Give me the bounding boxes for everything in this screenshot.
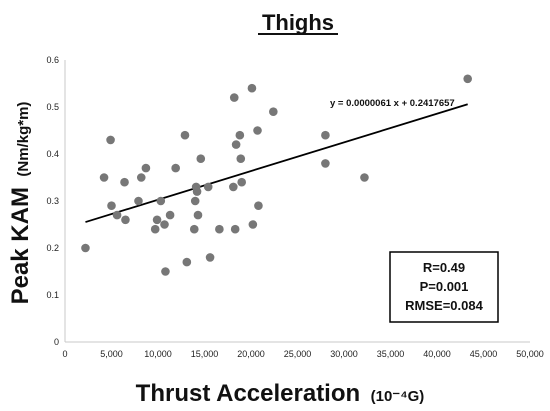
stats-box: R=0.49 P=0.001 RMSE=0.084 — [389, 251, 499, 323]
x-tick-label: 20,000 — [237, 349, 265, 359]
data-point — [247, 83, 257, 93]
data-point — [152, 215, 162, 225]
data-point — [120, 177, 129, 187]
data-point — [150, 224, 160, 234]
data-point — [360, 173, 369, 182]
data-point — [160, 220, 169, 229]
chart-title: Thighs — [262, 10, 334, 35]
data-point — [192, 187, 202, 196]
x-tick-label: 0 — [62, 349, 67, 359]
y-tick-label: 0 — [54, 337, 59, 347]
data-point — [321, 130, 330, 140]
y-axis-title: Peak KAM (Nm/kg*m) — [7, 102, 34, 305]
data-point — [182, 257, 192, 267]
x-tick-label: 45,000 — [470, 349, 498, 359]
y-tick-label: 0.6 — [46, 55, 59, 65]
data-point — [463, 74, 472, 84]
data-point — [180, 130, 190, 140]
y-axis-unit: (Nm/kg*m) — [15, 102, 32, 177]
data-point — [253, 126, 262, 135]
x-tick-labels: 0 5,000 10,000 15,000 20,000 25,000 30,000 35,0… — [62, 349, 543, 359]
data-point — [235, 130, 245, 140]
data-point — [112, 210, 122, 220]
data-point — [156, 196, 166, 206]
y-tick-label: 0.1 — [46, 290, 59, 300]
x-tick-label: 35,000 — [377, 349, 405, 359]
stat-rmse: RMSE=0.084 — [405, 298, 483, 313]
x-tick-label: 5,000 — [100, 349, 123, 359]
y-tick-labels: 0 0.1 0.2 0.3 0.4 0.5 0.6 — [46, 55, 59, 347]
data-point — [193, 210, 203, 220]
data-point — [248, 220, 258, 229]
data-point — [230, 224, 240, 234]
stat-p: P=0.001 — [420, 279, 469, 294]
y-tick-label: 0.4 — [46, 149, 59, 159]
x-tick-label: 15,000 — [191, 349, 219, 359]
x-axis-label: Thrust Acceleration — [136, 380, 361, 407]
trendline — [85, 103, 468, 223]
data-point — [205, 253, 215, 262]
data-point — [107, 201, 116, 210]
x-axis-title: Thrust Acceleration (10⁻⁴G) — [136, 380, 425, 407]
data-point — [203, 182, 213, 192]
data-point — [269, 107, 278, 116]
x-tick-label: 25,000 — [284, 349, 312, 359]
trendline-equation: y = 0.0000061 x + 0.2417657 — [330, 98, 455, 109]
x-axis-unit: (10⁻⁴G) — [371, 388, 425, 405]
data-point — [189, 224, 199, 234]
plot-area: 0 5,000 10,000 15,000 20,000 25,000 30,000 35,0… — [46, 55, 543, 359]
data-point — [196, 154, 206, 163]
y-tick-label: 0.3 — [46, 196, 59, 206]
data-point — [237, 177, 246, 187]
y-tick-label: 0.2 — [46, 243, 59, 253]
data-point — [229, 182, 238, 192]
x-tick-label: 50,000 — [516, 349, 544, 359]
data-point — [321, 159, 330, 168]
y-axis-label: Peak KAM — [7, 187, 34, 304]
y-tick-label: 0.5 — [46, 102, 59, 112]
data-point — [254, 201, 263, 210]
data-point — [231, 140, 241, 149]
data-point — [121, 215, 130, 225]
data-point — [190, 196, 200, 206]
data-point — [141, 163, 151, 173]
data-point — [106, 135, 115, 145]
data-point — [134, 196, 143, 206]
x-tick-label: 40,000 — [423, 349, 451, 359]
data-point — [81, 243, 90, 253]
data-points — [81, 74, 472, 276]
stats-box-border — [389, 251, 499, 323]
data-point — [99, 173, 109, 182]
x-tick-label: 10,000 — [144, 349, 172, 359]
data-point — [136, 173, 146, 182]
stat-r: R=0.49 — [423, 260, 465, 275]
data-point — [171, 163, 180, 173]
data-point — [229, 93, 239, 102]
data-point — [236, 154, 246, 163]
data-point — [161, 267, 170, 276]
data-point — [215, 224, 224, 234]
x-tick-label: 30,000 — [330, 349, 358, 359]
data-point — [165, 210, 175, 220]
